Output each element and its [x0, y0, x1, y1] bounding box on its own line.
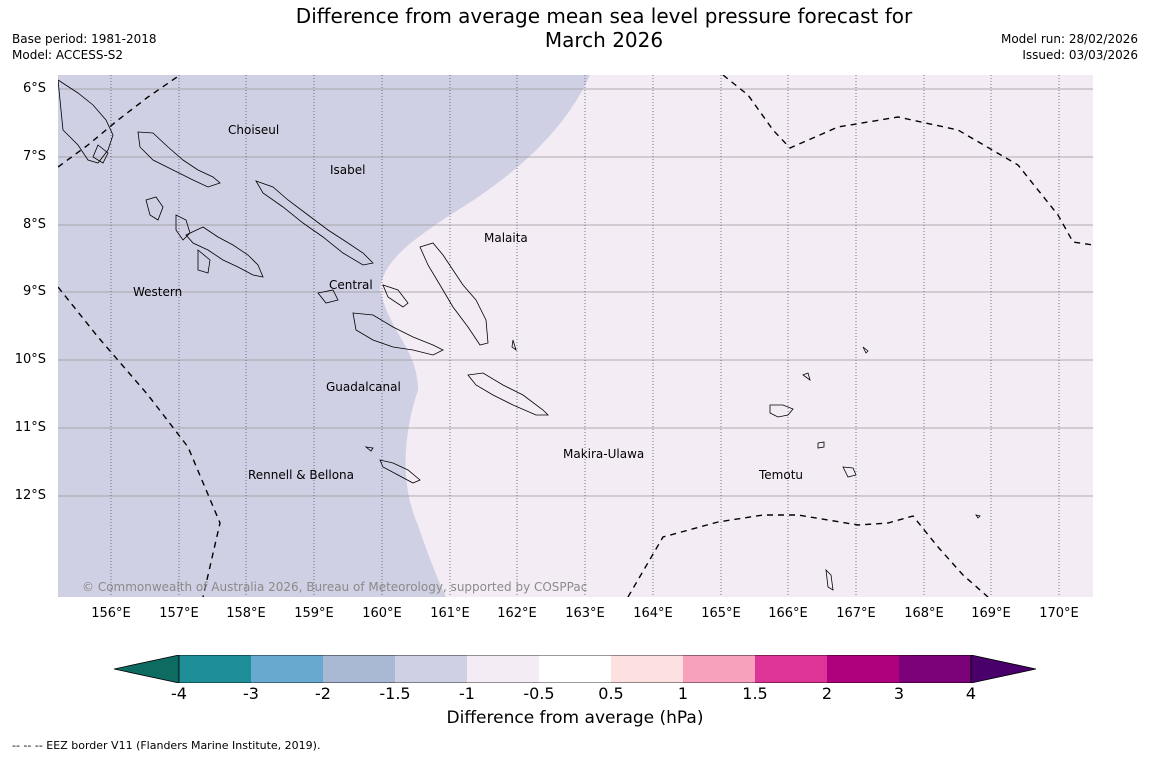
map-panel: [58, 75, 1093, 597]
title-line-1: Difference from average mean sea level p…: [295, 4, 913, 28]
lon-label: 165°E: [701, 606, 741, 621]
meta-left: Base period: 1981-2018 Model: ACCESS-S2: [12, 31, 157, 63]
lat-label: 7°S: [22, 149, 46, 164]
graticule-longitudes: [110, 75, 1060, 597]
colorbar-segment: [251, 655, 323, 683]
colorbar-segment: [755, 655, 827, 683]
lon-label: 156°E: [91, 606, 131, 621]
title-line-2: March 2026: [544, 28, 664, 52]
colorbar-segment: [467, 655, 539, 683]
colorbar-tick: -1.5: [379, 684, 411, 703]
lat-label: 11°S: [14, 420, 46, 435]
santa-cruz-island: [769, 404, 794, 418]
coastlines: [58, 79, 981, 591]
region-label-rennell-bellona: Rennell & Bellona: [248, 468, 355, 482]
base-period: Base period: 1981-2018: [12, 32, 157, 46]
colorbar-tick: 3: [893, 684, 905, 703]
lat-label: 10°S: [14, 352, 46, 367]
region-label-temotu: Temotu: [759, 468, 804, 482]
lat-label: 6°S: [22, 81, 46, 96]
colorbar-tick: -0.5: [523, 684, 555, 703]
bougainville-island: [58, 79, 114, 164]
makira-island: [467, 372, 549, 416]
eez-footnote: -- -- -- EEZ border V11 (Flanders Marine…: [12, 739, 321, 752]
lon-label: 158°E: [226, 606, 266, 621]
colorbar-tick: -1: [459, 684, 475, 703]
nggela-island: [317, 289, 339, 304]
map-title: Difference from average mean sea level p…: [200, 4, 1008, 52]
colorbar: [114, 655, 1036, 683]
lon-label: 170°E: [1039, 606, 1079, 621]
vella-lavella-island: [145, 196, 164, 221]
region-label-malaita: Malaita: [484, 231, 528, 245]
colorbar-tick: -4: [171, 684, 187, 703]
lat-label: 9°S: [22, 284, 46, 299]
colorbar-tick: 1.5: [742, 684, 768, 703]
new-georgia-island: [185, 226, 264, 278]
lon-label: 157°E: [159, 606, 199, 621]
choiseul-island: [137, 131, 221, 188]
colorbar-tick: -2: [315, 684, 331, 703]
copyright-notice: © Commonwealth of Australia 2026, Bureau…: [82, 580, 588, 594]
lon-label: 162°E: [497, 606, 537, 621]
colorbar-tick: 0.5: [598, 684, 624, 703]
lon-label: 167°E: [836, 606, 876, 621]
colorbar-outline: [178, 655, 972, 683]
issued-date: Issued: 03/03/2026: [1022, 48, 1138, 62]
map-svg: [58, 75, 1093, 597]
colorbar-tick: 2: [821, 684, 833, 703]
lat-label: 8°S: [22, 217, 46, 232]
region-label-central: Central: [329, 278, 373, 292]
colorbar-extend-high: [970, 655, 1036, 683]
region-label-isabel: Isabel: [330, 163, 366, 177]
kolombangara-island: [175, 214, 191, 241]
colorbar-segment: [179, 655, 251, 683]
region-label-makira-ulawa: Makira-Ulawa: [563, 447, 645, 461]
colorbar-segment: [611, 655, 683, 683]
colorbar-segment: [539, 655, 611, 683]
colorbar-segment: [683, 655, 755, 683]
meta-right: Model run: 28/02/2026 Issued: 03/03/2026: [1001, 31, 1138, 63]
lon-label: 166°E: [768, 606, 808, 621]
colorbar-tick: -3: [243, 684, 259, 703]
colorbar-segment: [323, 655, 395, 683]
colorbar-tick: 1: [677, 684, 689, 703]
lat-label: 12°S: [14, 488, 46, 503]
lon-label: 159°E: [294, 606, 334, 621]
lon-label: 163°E: [565, 606, 605, 621]
rendova-island: [197, 249, 211, 274]
region-label-choiseul: Choiseul: [228, 123, 280, 137]
colorbar-extend-low: [114, 655, 180, 683]
region-label-western: Western: [133, 285, 183, 299]
rennell-island: [379, 459, 421, 484]
lon-label: 164°E: [633, 606, 673, 621]
colorbar-segment: [899, 655, 971, 683]
model-name: Model: ACCESS-S2: [12, 48, 124, 62]
isabel-island: [255, 180, 374, 266]
lon-label: 168°E: [904, 606, 944, 621]
graticule-latitudes: [58, 88, 1093, 497]
lon-label: 161°E: [430, 606, 470, 621]
colorbar-tick: 4: [965, 684, 977, 703]
region-label-guadalcanal: Guadalcanal: [326, 380, 401, 394]
eez-borders: [58, 75, 1093, 597]
colorbar-title: Difference from average (hPa): [446, 708, 704, 728]
lon-label: 160°E: [362, 606, 402, 621]
anomaly-band-minus1.5-minus1: [58, 75, 590, 597]
colorbar-segment: [827, 655, 899, 683]
guadalcanal-island: [352, 312, 444, 356]
lon-label: 169°E: [971, 606, 1011, 621]
model-run: Model run: 28/02/2026: [1000, 32, 1138, 46]
colorbar-segment: [395, 655, 467, 683]
malaita-island: [419, 242, 489, 346]
